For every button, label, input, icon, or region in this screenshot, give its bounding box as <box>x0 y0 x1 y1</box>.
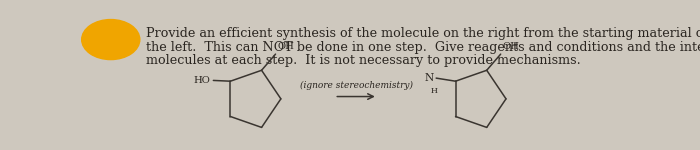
Text: the left.  This can NOT be done in one step.  Give reagents and conditions and t: the left. This can NOT be done in one st… <box>146 41 700 54</box>
Text: N: N <box>425 73 434 83</box>
Text: HO: HO <box>193 76 210 85</box>
Text: OH: OH <box>277 42 294 51</box>
Text: molecules at each step.  It is not necessary to provide mechanisms.: molecules at each step. It is not necess… <box>146 54 580 67</box>
Text: H: H <box>430 87 438 95</box>
Text: Provide an efficient synthesis of the molecule on the right from the starting ma: Provide an efficient synthesis of the mo… <box>146 27 700 40</box>
Text: (ignore stereochemistry): (ignore stereochemistry) <box>300 80 412 90</box>
Ellipse shape <box>82 20 140 60</box>
Text: OH: OH <box>502 42 519 51</box>
